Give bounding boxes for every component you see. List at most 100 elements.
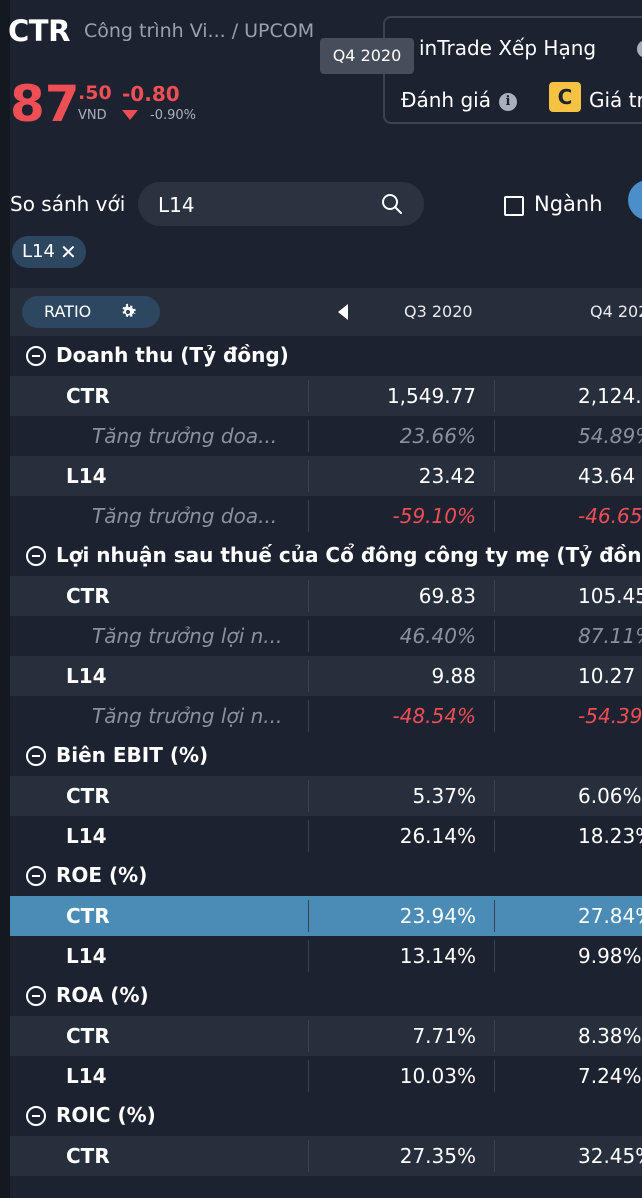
currency-label: VND <box>78 108 107 123</box>
collapse-icon[interactable] <box>26 346 46 366</box>
column-header-q3: Q3 2020 <box>404 302 473 321</box>
compare-chip[interactable]: L14 ✕ <box>12 236 86 268</box>
ratio-button[interactable]: RATIO <box>22 296 160 328</box>
cell-q3: 13.14% <box>399 944 476 968</box>
cell-q3: -59.10% <box>392 504 476 528</box>
table-row[interactable]: CTR 1,549.77 2,124.15 <box>10 376 642 416</box>
section-title: Doanh thu (Tỷ đồng) <box>56 343 289 367</box>
column-divider <box>494 380 495 412</box>
price-integer: 87 <box>10 75 80 133</box>
section-header-row[interactable]: Lợi nhuận sau thuế của Cổ đông công ty m… <box>10 536 642 576</box>
row-label: CTR <box>66 584 110 608</box>
section-title: ROE (%) <box>56 863 148 887</box>
section-header-row[interactable]: ROIC (%) <box>10 1096 642 1136</box>
industry-checkbox-label[interactable]: Ngành <box>534 192 603 216</box>
cell-q3: 26.14% <box>399 824 476 848</box>
column-divider <box>494 780 495 812</box>
table-row[interactable]: CTR 5.37% 6.06% <box>10 776 642 816</box>
column-divider <box>494 1140 495 1172</box>
table-row[interactable]: CTR 23.94% 27.84% <box>10 896 642 936</box>
column-divider <box>308 580 309 612</box>
cell-q3: 23.66% <box>399 424 476 448</box>
cell-q3: 23.94% <box>399 904 476 928</box>
section-title: Lợi nhuận sau thuế của Cổ đông công ty m… <box>56 543 642 567</box>
cell-q3: 7.71% <box>412 1024 476 1048</box>
cell-q3: 5.37% <box>412 784 476 808</box>
info-icon[interactable]: i <box>637 40 642 58</box>
row-label: CTR <box>66 904 110 928</box>
table-row[interactable]: L14 26.14% 18.23% <box>10 816 642 856</box>
section-header-row[interactable]: Doanh thu (Tỷ đồng) <box>10 336 642 376</box>
table-row[interactable]: L14 10.03% 7.24% <box>10 1056 642 1096</box>
column-divider <box>494 900 495 932</box>
growth-row[interactable]: Tăng trưởng doa... -59.10% -46.65% <box>10 496 642 536</box>
table-row[interactable]: L14 9.88 10.27 <box>10 656 642 696</box>
column-divider <box>308 700 309 732</box>
row-label: L14 <box>66 944 107 968</box>
cell-q3: 1,549.77 <box>386 384 476 408</box>
cell-q4: 18.23% <box>578 824 642 848</box>
close-icon[interactable]: ✕ <box>60 240 77 264</box>
cell-q3: 69.83 <box>418 584 476 608</box>
industry-checkbox[interactable] <box>504 196 524 216</box>
cell-q3: 10.03% <box>399 1064 476 1088</box>
column-divider <box>494 940 495 972</box>
toggle-button[interactable] <box>628 180 642 220</box>
column-divider <box>494 580 495 612</box>
table-row[interactable]: CTR 27.35% 32.45% <box>10 1136 642 1176</box>
prev-column-button[interactable] <box>338 304 348 320</box>
row-label: CTR <box>66 1024 110 1048</box>
section-header-row[interactable]: ROE (%) <box>10 856 642 896</box>
row-label: Tăng trưởng doa... <box>92 504 278 528</box>
ratio-label: RATIO <box>44 302 92 321</box>
collapse-icon[interactable] <box>26 546 46 566</box>
row-label: CTR <box>66 784 110 808</box>
column-divider <box>494 420 495 452</box>
section-header-row[interactable]: Biên EBIT (%) <box>10 736 642 776</box>
rating-label: Đánh giá i <box>401 88 517 112</box>
growth-row[interactable]: Tăng trưởng lợi n... 46.40% 87.11% <box>10 616 642 656</box>
gear-icon[interactable] <box>118 302 138 322</box>
table-row[interactable]: CTR 7.71% 8.38% <box>10 1016 642 1056</box>
section-header-row[interactable]: ROA (%) <box>10 976 642 1016</box>
column-divider <box>494 1060 495 1092</box>
row-label: L14 <box>66 824 107 848</box>
cell-q4: 32.45% <box>578 1144 642 1168</box>
column-divider <box>494 460 495 492</box>
column-divider <box>494 620 495 652</box>
column-divider <box>494 1020 495 1052</box>
company-exchange[interactable]: Công trình Vi... / UPCOM <box>84 20 315 42</box>
column-divider <box>308 780 309 812</box>
column-tooltip: Q4 2020 <box>320 38 414 74</box>
search-icon[interactable] <box>380 192 404 216</box>
section-title: Biên EBIT (%) <box>56 743 209 767</box>
rating-panel[interactable]: inTrade Xếp Hạng i Đánh giá i C Giá trị <box>383 16 642 124</box>
table-row[interactable]: L14 13.14% 9.98% <box>10 936 642 976</box>
compare-label: So sánh với <box>10 192 126 216</box>
growth-row[interactable]: Tăng trưởng lợi n... -48.54% -54.39% <box>10 696 642 736</box>
cell-q4: 2,124.15 <box>578 384 642 408</box>
cell-q4: 27.84% <box>578 904 642 928</box>
rating-label-text: Đánh giá <box>401 88 491 112</box>
rating-title-text: inTrade Xếp Hạng <box>419 36 597 60</box>
collapse-icon[interactable] <box>26 866 46 886</box>
rating-title: inTrade Xếp Hạng i <box>419 36 642 60</box>
table-row[interactable]: CTR 69.83 105.45 <box>10 576 642 616</box>
column-divider <box>494 500 495 532</box>
compare-search-input[interactable]: L14 <box>138 182 424 226</box>
collapse-icon[interactable] <box>26 746 46 766</box>
price-decimal: .50 <box>78 82 112 104</box>
row-label: Tăng trưởng lợi n... <box>92 704 283 728</box>
collapse-icon[interactable] <box>26 986 46 1006</box>
column-divider <box>494 660 495 692</box>
column-divider <box>308 420 309 452</box>
table-row[interactable]: L14 23.42 43.64 <box>10 456 642 496</box>
column-divider <box>308 1140 309 1172</box>
section-title: ROIC (%) <box>56 1103 156 1127</box>
cell-q4: 7.24% <box>578 1064 642 1088</box>
growth-row[interactable]: Tăng trưởng doa... 23.66% 54.89% <box>10 416 642 456</box>
search-value: L14 <box>158 193 195 217</box>
collapse-icon[interactable] <box>26 1106 46 1126</box>
info-icon[interactable]: i <box>498 92 517 111</box>
cell-q3: -48.54% <box>392 704 476 728</box>
